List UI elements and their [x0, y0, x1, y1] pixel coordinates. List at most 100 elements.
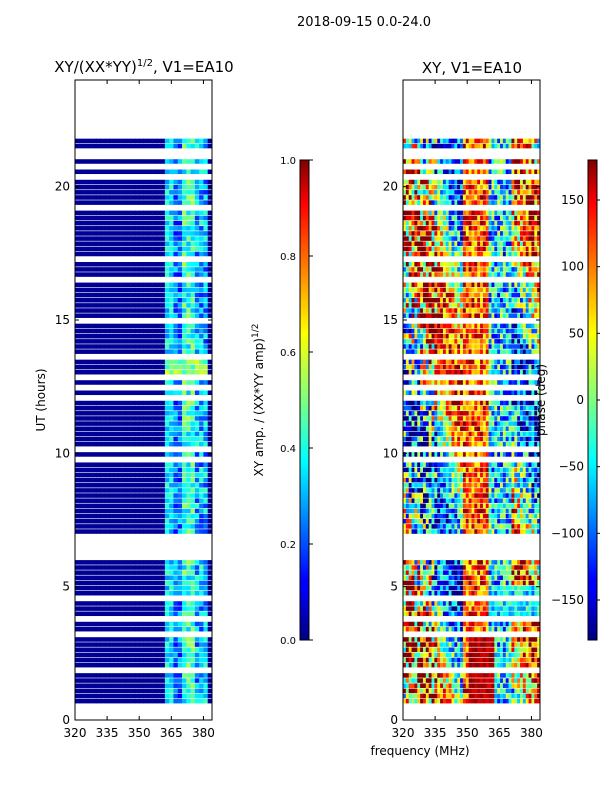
amplitude-cell: [87, 642, 93, 647]
amplitude-cell: [117, 411, 123, 416]
amplitude-cell: [164, 159, 170, 164]
phase-cell: [468, 472, 472, 478]
phase-cell: [471, 683, 475, 688]
phase-cell: [451, 601, 455, 606]
amplitude-cell: [109, 621, 114, 627]
phase-cell: [457, 503, 461, 509]
phase-cell: [520, 585, 524, 591]
phase-cell: [488, 472, 492, 478]
amplitude-cell: [156, 195, 161, 200]
amplitude-cell: [143, 642, 149, 647]
amplitude-cell: [139, 262, 144, 267]
phase-cell: [474, 647, 478, 653]
amplitude-cell: [109, 390, 114, 396]
phase-cell: [454, 529, 458, 534]
phase-cell: [520, 606, 524, 611]
amplitude-cell: [160, 210, 166, 216]
amplitude-cell: [156, 529, 161, 534]
phase-cell: [460, 698, 464, 704]
amplitude-cell: [190, 601, 196, 606]
amplitude-cell: [194, 267, 200, 272]
amplitude-cell: [122, 601, 127, 606]
amplitude-cell: [152, 477, 157, 483]
phase-cell: [514, 467, 518, 473]
amplitude-cell: [100, 683, 106, 688]
phase-cell: [431, 452, 435, 457]
phase-cell: [462, 467, 467, 473]
phase-cell: [528, 637, 532, 642]
amplitude-cell: [117, 673, 123, 678]
phase-cell: [445, 565, 449, 570]
phase-cell: [457, 529, 461, 534]
phase-cell: [434, 575, 438, 581]
amplitude-cell: [194, 303, 200, 308]
phase-cell: [520, 688, 524, 694]
amplitude-cell: [126, 297, 131, 303]
phase-cell: [434, 606, 438, 611]
phase-cell: [502, 565, 507, 570]
phase-cell: [517, 565, 521, 570]
amplitude-cell: [152, 488, 157, 493]
amp-xtick-label: 380: [192, 726, 215, 740]
phase-cell: [465, 462, 469, 467]
amplitude-cell: [139, 529, 144, 534]
amplitude-cell: [104, 647, 110, 653]
amplitude-cell: [109, 642, 114, 647]
amplitude-cell: [117, 483, 123, 488]
phase-cell: [425, 477, 429, 483]
amplitude-cell: [113, 287, 119, 293]
phase-cell: [420, 575, 424, 581]
amplitude-cell: [173, 405, 179, 411]
phase-cell: [517, 508, 521, 514]
amplitude-cell: [134, 580, 140, 586]
phase-cell: [425, 647, 429, 653]
phase-cell: [488, 503, 492, 509]
phase-cell: [537, 493, 541, 498]
amplitude-cell: [134, 411, 140, 416]
amplitude-cell: [139, 200, 144, 205]
amplitude-cell: [169, 452, 174, 457]
phase-cell: [477, 621, 481, 627]
amplitude-cell: [156, 472, 161, 478]
amplitude-cell: [96, 246, 101, 252]
phase-cell: [505, 513, 509, 519]
amplitude-cell: [207, 426, 213, 432]
phase-cell: [502, 647, 507, 653]
phase-cell: [422, 477, 427, 483]
phase-cell: [480, 524, 484, 529]
phase-cell: [451, 698, 455, 704]
phase-cell: [502, 518, 507, 524]
phase-cell: [437, 462, 441, 467]
phase-cell: [434, 611, 438, 617]
amplitude-cell: [117, 575, 123, 581]
amplitude-cell: [113, 195, 119, 200]
amplitude-cell: [190, 328, 196, 334]
amplitude-cell: [169, 200, 174, 205]
phase-cell: [531, 462, 535, 467]
phase-cell: [494, 493, 498, 498]
phase-cell: [442, 570, 447, 575]
amplitude-cell: [182, 364, 187, 370]
amplitude-cell: [199, 560, 204, 565]
phase-cell: [417, 529, 421, 534]
phase-cell: [460, 673, 464, 678]
phase-cell: [474, 698, 478, 704]
phase-cell: [528, 508, 532, 514]
amplitude-cell: [122, 200, 127, 205]
amplitude-cell: [96, 421, 101, 426]
phase-cell: [445, 698, 449, 704]
phase-cell: [468, 462, 472, 467]
phase-cell: [442, 575, 447, 581]
phase-cell: [494, 601, 498, 606]
amplitude-cell: [147, 498, 153, 503]
amplitude-cell: [104, 328, 110, 334]
amplitude-cell: [130, 308, 136, 313]
amplitude-cell: [186, 303, 191, 308]
amplitude-cell: [139, 251, 144, 257]
amplitude-cell: [152, 241, 157, 246]
amplitude-cell: [126, 236, 131, 241]
amplitude-cell: [164, 179, 170, 185]
amplitude-cell: [117, 380, 123, 385]
phase-cell: [422, 601, 427, 606]
phase-cell: [420, 611, 424, 617]
